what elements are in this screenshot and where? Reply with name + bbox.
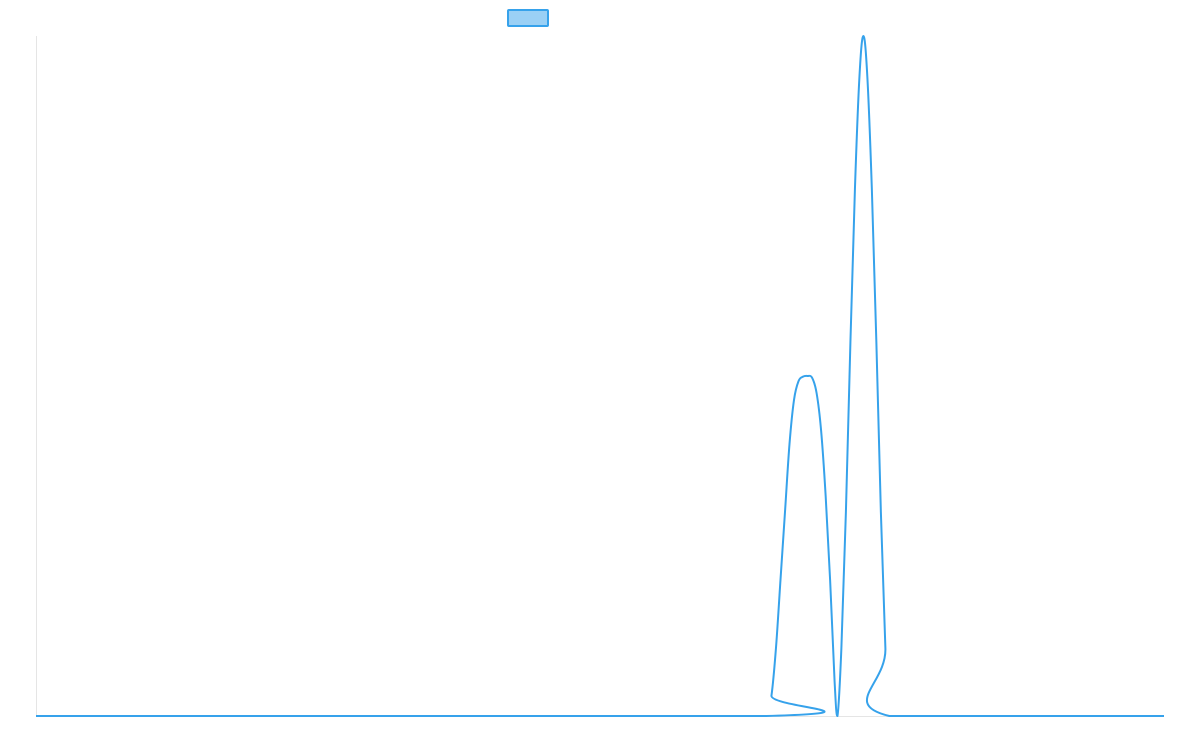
legend-swatch[interactable] xyxy=(507,9,549,27)
series-line-0[interactable] xyxy=(36,35,1164,718)
series-layer xyxy=(36,35,1164,718)
